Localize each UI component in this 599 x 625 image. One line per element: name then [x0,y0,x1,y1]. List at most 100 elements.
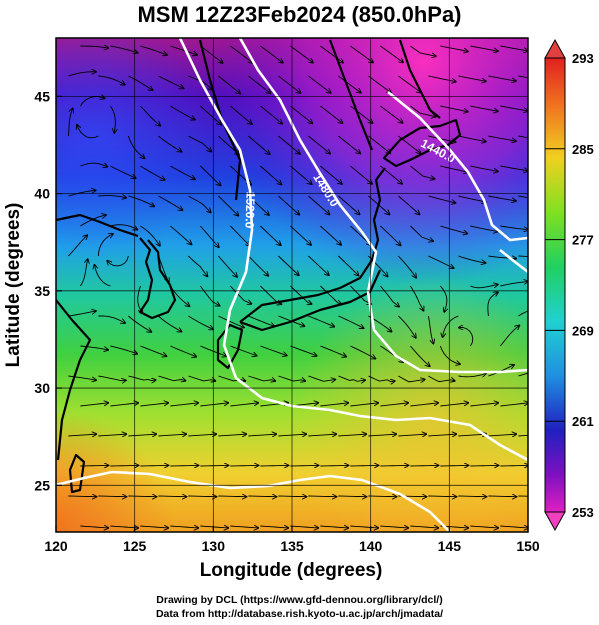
wind-streamline [500,282,528,287]
wind-streamline [140,465,168,466]
wind-streamline [248,75,270,93]
wind-streamline [488,496,516,497]
wind-streamline [518,135,528,139]
wind-streamline [428,195,455,203]
wind-streamline [290,285,311,304]
wind-streamline [110,224,137,230]
wind-streamline [308,135,330,154]
wind-streamline [128,496,156,497]
wind-streamline [440,225,467,234]
wind-streamline [158,496,186,497]
contour-1560 [56,470,451,532]
wind-streamline [440,105,467,112]
wind-streamline [80,465,108,466]
graticule [56,38,528,532]
wind-streamline [368,135,390,153]
wind-streamline [410,345,429,366]
wind-streamline [368,496,396,497]
wind-streamline [458,255,485,263]
x-tick-label: 145 [438,538,462,554]
wind-streamline [500,465,528,466]
wind-streamline [410,225,433,241]
wind-streamline [278,75,300,93]
wind-streamline [500,403,528,407]
wind-streamline [260,345,286,356]
contour-1520 [178,38,528,462]
wind-streamline [230,285,251,304]
wind-streamline [398,75,421,93]
colorbar-tick-label: 293 [572,51,594,66]
wind-streamline [320,165,341,184]
wind-streamline [320,105,342,123]
wind-streamline [518,195,528,198]
wind-streamline [158,375,185,381]
wind-streamline [218,434,246,436]
wind-streamline [488,195,516,201]
colorbar-body [544,57,566,513]
wind-streamline [458,434,486,436]
wind-streamline [350,105,372,123]
y-tick-label: 40 [34,186,50,202]
wind-streamline [380,403,408,407]
wind-streamline [128,195,154,206]
wind-streamline [260,45,282,63]
wind-streamline [290,526,318,528]
wind-streamline [218,255,237,277]
wind-streamline [230,403,258,407]
coastline-hokkaido [382,118,462,168]
wind-streamline [308,434,336,436]
wind-streamline [458,373,486,376]
wind-streamline [248,375,275,381]
wind-streamline [338,255,358,276]
y-tick-label: 25 [34,477,50,493]
wind-streamline [440,403,468,407]
wind-streamline [188,315,213,329]
wind-streamline [320,285,341,304]
colorbar-tick-label: 253 [572,505,594,520]
x-axis-label: Longitude (degrees) [200,560,383,581]
map-title: MSM 12Z23Feb2024 (850.0hPa) [137,2,462,27]
wind-streamline [410,285,423,311]
wind-streamline [98,196,126,198]
wind-streamline [68,311,96,317]
wind-streamline [110,465,138,466]
wind-streamline [470,105,497,111]
coastline-korea [138,237,177,320]
wind-streamline [158,135,181,152]
wind-streamline [338,496,366,497]
wind-streamline [140,165,164,180]
wind-streamline [320,45,343,63]
wind-streamline [218,375,245,381]
wind-streamline [308,75,330,93]
wind-streamline [230,345,256,356]
colorbar-tick-label: 269 [572,323,594,338]
wind-streamline [110,45,137,53]
wind-streamline [500,45,528,51]
wind-streamline [95,265,111,287]
wind-streamline [458,195,485,202]
wind-streamline [68,235,87,257]
wind-streamline [380,45,403,62]
wind-streamline [459,327,474,347]
wind-streamline [200,105,221,125]
wind-streamline [398,315,415,338]
wind-streamline [248,135,269,154]
wind-streamline [230,225,250,246]
wind-streamline [230,465,258,466]
coastline-honshu [239,167,386,332]
wind-streamline [68,375,96,380]
wind-streamline [410,45,435,56]
wind-streamline [338,375,365,381]
wind-streamline [518,434,528,437]
wind-streamline [290,345,316,356]
wind-streamline [320,345,346,357]
coastline-china [56,213,139,461]
wind-streamline [518,495,528,497]
wind-streamline [188,375,215,381]
wind-streamline [68,434,96,436]
wind-streamline [170,285,189,306]
wind-streamline [428,434,456,436]
colorbar-tick-label: 285 [572,142,594,157]
wind-streamline [140,45,167,55]
